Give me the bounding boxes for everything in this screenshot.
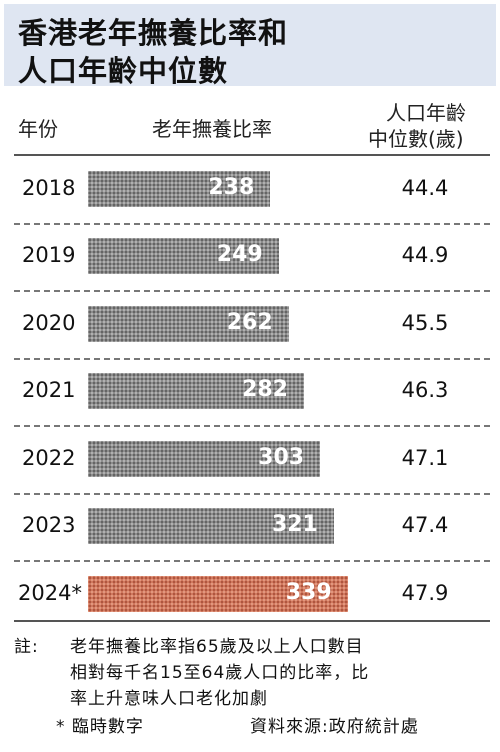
year-label: 2020: [22, 310, 76, 335]
header-year: 年份: [18, 117, 58, 141]
year-label: 2021: [22, 378, 76, 403]
ratio-value-label: 282: [242, 377, 288, 403]
ratio-bar: 321: [88, 508, 334, 545]
note-line-1: 老年撫養比率指65歲及以上人口數目: [70, 637, 364, 657]
ratio-value-label: 321: [271, 512, 318, 538]
ratio-value-label: 339: [285, 579, 332, 605]
title-line-2: 人口年齡中位數: [18, 54, 229, 88]
median-age-value: 44.4: [401, 175, 449, 200]
header-median-age-line-1: 人口年齡: [386, 101, 466, 125]
row-separator: [14, 425, 490, 427]
header-rule: [14, 154, 490, 156]
ratio-bar: 238: [88, 170, 271, 207]
median-age-value: 46.3: [401, 378, 449, 403]
source-note: 資料來源:政府統計處: [250, 717, 419, 737]
median-age-value: 44.9: [401, 243, 449, 268]
ratio-value-label: 249: [216, 242, 263, 268]
median-age-value: 47.9: [401, 580, 449, 605]
header-median-age-line-2: 中位數(歲): [368, 127, 464, 151]
year-label: 2022: [22, 445, 76, 470]
ratio-bar: 262: [88, 305, 289, 342]
header-ratio: 老年撫養比率: [152, 117, 272, 141]
ratio-bar: 282: [88, 373, 304, 410]
ratio-value-label: 262: [226, 309, 273, 335]
ratio-value-label: 303: [258, 444, 305, 470]
median-age-value: 47.1: [401, 445, 449, 470]
row-separator: [14, 560, 490, 562]
ratio-bar: 303: [88, 440, 321, 477]
row-separator: [14, 290, 490, 292]
title-box: 香港老年撫養比率和 人口年齡中位數: [4, 4, 496, 88]
year-label: 2018: [22, 175, 76, 200]
year-label: 2023: [22, 513, 76, 538]
row-separator: [14, 222, 490, 225]
ratio-bar: 339: [88, 575, 348, 612]
note-line-2: 相對每千名15至64歲人口的比率，比: [70, 663, 370, 683]
year-label: 2019: [22, 243, 76, 268]
ratio-bar: 249: [88, 238, 279, 275]
footer-rule: [14, 620, 490, 622]
year-label: 2024*: [18, 580, 82, 605]
ratio-value-label: 238: [208, 174, 255, 200]
note-label: 註:: [14, 637, 39, 657]
median-age-value: 45.5: [401, 310, 449, 335]
median-age-value: 47.4: [401, 513, 449, 538]
provisional-note: * 臨時數字: [56, 717, 144, 737]
row-separator: [14, 357, 490, 360]
title-line-1: 香港老年撫養比率和: [18, 16, 289, 50]
row-separator: [14, 492, 490, 495]
note-line-3: 率上升意味人口老化加劇: [70, 689, 268, 709]
